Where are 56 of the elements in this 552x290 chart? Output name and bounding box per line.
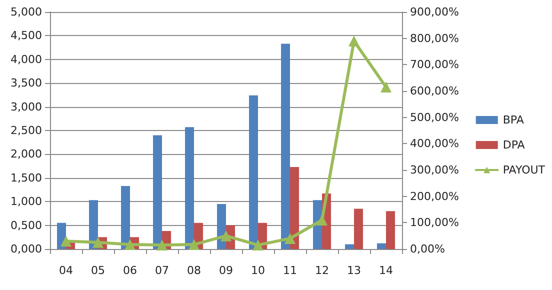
legend-label: DPA	[502, 138, 526, 152]
x-tick-label: 05	[91, 264, 105, 277]
x-tick-label: 09	[219, 264, 233, 277]
y-tick-label: 0,000	[10, 242, 42, 256]
x-tick-label: 10	[251, 264, 265, 277]
legend-label: BPA	[502, 114, 524, 126]
point	[252, 240, 264, 251]
bar	[386, 211, 395, 249]
x-tick-label: 12	[315, 264, 329, 277]
y-tick-label: 5,000	[10, 6, 42, 18]
y2-tick-label: 700,00%	[410, 58, 459, 72]
point	[316, 214, 328, 226]
x-tick-label: 08	[187, 264, 201, 277]
y-tick-label: 0,500	[10, 218, 42, 232]
bar	[121, 186, 130, 249]
point	[284, 232, 296, 244]
y2-tick-label: 600,00%	[410, 84, 459, 98]
y-tick-label: 2,500	[10, 124, 42, 137]
y-tick-label: 1,000	[10, 195, 42, 208]
y2-tick-label: 0,00%	[410, 242, 445, 256]
point	[188, 239, 200, 250]
y2-tick-label: 400,00%	[410, 137, 459, 150]
y-tick-label: 4,000	[10, 52, 42, 66]
bar	[377, 243, 386, 249]
bar	[290, 167, 299, 249]
x-tick-label: 04	[59, 264, 73, 277]
y-tick-label: 2,000	[10, 148, 42, 161]
point	[348, 35, 360, 46]
point	[124, 239, 136, 250]
y2-tick-label: 900,00%	[410, 6, 459, 18]
y2-tick-label: 500,00%	[410, 110, 459, 124]
y2-tick-label: 300,00%	[410, 164, 459, 176]
point	[380, 82, 392, 93]
legend-label: PAYOUT	[502, 164, 546, 176]
bar	[354, 208, 363, 249]
point	[92, 236, 104, 248]
point	[220, 230, 232, 242]
bar	[249, 95, 258, 249]
bar	[153, 135, 162, 249]
x-tick-label: 07	[155, 264, 169, 277]
bar	[185, 127, 194, 249]
y-tick-label: 3,000	[10, 100, 42, 114]
y2-tick-label: 200,00%	[410, 190, 459, 203]
x-tick-label: 06	[123, 264, 137, 277]
y2-tick-label: 100,00%	[410, 216, 459, 230]
y-tick-label: 3,500	[10, 76, 42, 90]
bar	[281, 44, 290, 249]
y-tick-label: 1,500	[10, 171, 42, 184]
y2-tick-label: 800,00%	[410, 32, 459, 45]
y-tick-label: 4,500	[10, 29, 42, 42]
x-tick-label: 14	[379, 264, 393, 277]
bar	[345, 244, 354, 249]
x-tick-label: 13	[347, 264, 361, 277]
x-tick-label: 11	[283, 264, 297, 277]
point	[60, 236, 72, 247]
point	[156, 240, 168, 251]
